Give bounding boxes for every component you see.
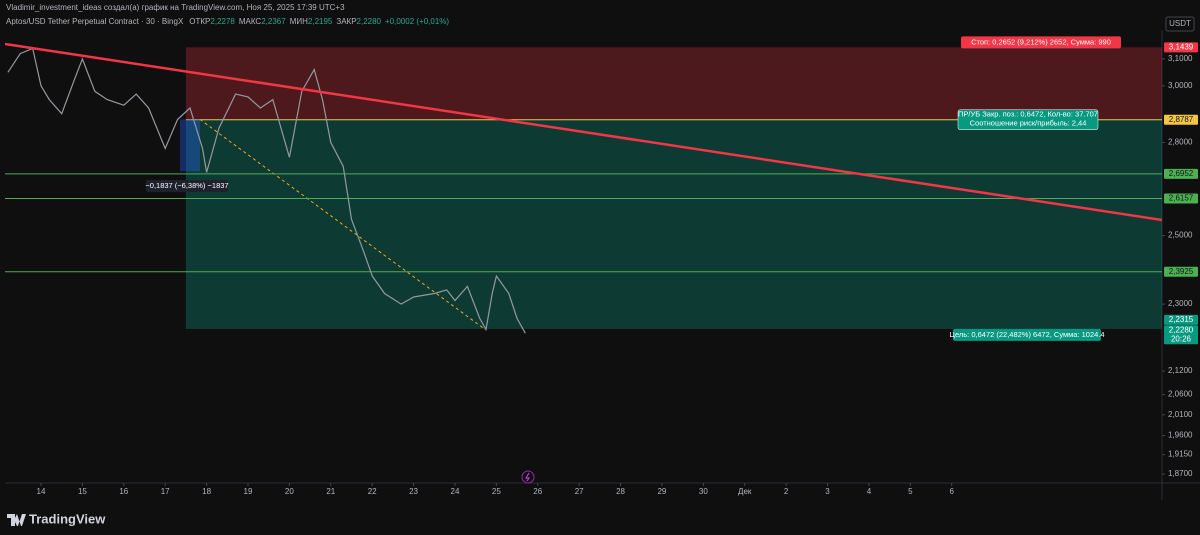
y-tick-label: 2,1200 bbox=[1168, 366, 1193, 375]
stop-price-label-box bbox=[1164, 42, 1198, 53]
level-price-label: 2,6952 bbox=[1169, 169, 1194, 178]
level-price-label: 2,3925 bbox=[1169, 267, 1194, 276]
pnl-label: Соотношение риск/прибыль: 2,44 bbox=[970, 119, 1087, 128]
ohlc-value: 2,2278 bbox=[210, 17, 235, 26]
event-icon-bolt bbox=[525, 472, 530, 482]
x-tick-label: 25 bbox=[492, 487, 501, 496]
x-tick-label: 22 bbox=[368, 487, 377, 496]
x-tick-label: 28 bbox=[616, 487, 625, 496]
x-tick-label: 15 bbox=[78, 487, 87, 496]
stop-price-label: 3,1439 bbox=[1169, 42, 1194, 51]
symbol: Aptos/USD Tether Perpetual Contract · 30… bbox=[6, 17, 184, 26]
ohlc-name: МАКС bbox=[239, 17, 262, 26]
symbol-line: Aptos/USD Tether Perpetual Contract · 30… bbox=[6, 17, 449, 26]
x-tick-label: 19 bbox=[244, 487, 253, 496]
x-tick-label: 21 bbox=[326, 487, 335, 496]
y-tick-label: 2,8000 bbox=[1168, 138, 1193, 147]
pnl-label-box bbox=[957, 109, 1099, 130]
ohlc-value: 2,2367 bbox=[261, 17, 286, 26]
measure-highlight bbox=[179, 119, 200, 172]
level-price-label-box bbox=[1164, 193, 1198, 204]
measure-label-box bbox=[146, 180, 228, 192]
trendline bbox=[5, 42, 1162, 222]
level-price-label-box bbox=[1164, 168, 1198, 179]
target-label: Цель: 0,6472 (22,482%) 6472, Сумма: 1024… bbox=[949, 330, 1104, 339]
y-tick-label: 1,9150 bbox=[1168, 450, 1193, 459]
brand-logo: TradingView bbox=[7, 511, 106, 526]
stop-zone bbox=[185, 47, 1162, 120]
x-tick-label: 27 bbox=[575, 487, 584, 496]
x-tick-label: Дек bbox=[738, 487, 752, 496]
chart-title: Vladimir_investment_ideas создал(а) граф… bbox=[6, 3, 345, 12]
plot-area bbox=[5, 42, 1162, 334]
x-tick-label: 29 bbox=[657, 487, 666, 496]
ohlc-value: 2,2280 bbox=[357, 17, 382, 26]
ohlc-name: МИН bbox=[290, 17, 308, 26]
ohlc-name: ОТКР bbox=[189, 17, 210, 26]
event-icon[interactable] bbox=[521, 470, 535, 484]
ohlc-name: ЗАКР bbox=[336, 17, 356, 26]
y-tick-label: 1,9600 bbox=[1168, 431, 1193, 440]
brand-name: TradingView bbox=[29, 511, 106, 526]
target-zone bbox=[185, 119, 1162, 329]
x-tick-label: 23 bbox=[409, 487, 418, 496]
x-tick-label: 20 bbox=[285, 487, 294, 496]
target-price-label: 2,2315 bbox=[1169, 315, 1194, 324]
ohlc-value: 2,2195 bbox=[308, 17, 333, 26]
x-tick-label: 26 bbox=[533, 487, 542, 496]
y-tick-label: 2,0100 bbox=[1168, 410, 1193, 419]
last-price-box bbox=[1164, 325, 1198, 345]
entry-price-label: 2,8787 bbox=[1169, 115, 1194, 124]
logo-mark bbox=[7, 514, 26, 526]
target-label-box bbox=[953, 328, 1101, 341]
y-tick-label: 2,5000 bbox=[1168, 231, 1193, 240]
countdown: 20:26 bbox=[1171, 334, 1192, 343]
y-tick-label: 3,1000 bbox=[1168, 54, 1193, 63]
measure-label: −0,1837 (−6,38%) −1837 bbox=[145, 181, 228, 190]
currency-box[interactable] bbox=[1165, 16, 1195, 32]
stop-label-box bbox=[961, 36, 1121, 49]
x-tick-label: 3 bbox=[825, 487, 830, 496]
y-tick-label: 3,0000 bbox=[1168, 81, 1193, 90]
x-tick-label: 16 bbox=[119, 487, 128, 496]
x-tick-label: 18 bbox=[202, 487, 211, 496]
x-tick-label: 4 bbox=[867, 487, 872, 496]
stop-label: Стоп: 0,2652 (9,212%) 2652, Сумма: 990 bbox=[971, 37, 1111, 46]
entry-price-label-box bbox=[1164, 114, 1198, 125]
y-tick-label: 2,0600 bbox=[1168, 390, 1193, 399]
x-tick-label: 2 bbox=[784, 487, 789, 496]
level-price-label-box bbox=[1164, 266, 1198, 277]
y-tick-label: 2,3000 bbox=[1168, 299, 1193, 308]
x-tick-label: 24 bbox=[451, 487, 460, 496]
measure-line bbox=[199, 118, 486, 330]
change: +0,0002 (+0,01%) bbox=[385, 17, 449, 26]
x-tick-label: 30 bbox=[699, 487, 708, 496]
currency: USDT bbox=[1169, 19, 1191, 28]
price-line bbox=[7, 47, 526, 334]
level-price-label: 2,6157 bbox=[1169, 194, 1194, 203]
last-price-label: 2,2280 bbox=[1169, 325, 1194, 334]
x-tick-label: 14 bbox=[37, 487, 46, 496]
y-tick-label: 1,8700 bbox=[1168, 469, 1193, 478]
target-price-label-box bbox=[1164, 314, 1198, 325]
x-tick-label: 17 bbox=[161, 487, 170, 496]
x-tick-label: 5 bbox=[908, 487, 913, 496]
x-tick-label: 6 bbox=[949, 487, 954, 496]
pnl-label: ПР/УБ Закр. поз.: 0,6472, Кол-во: 37.707 bbox=[958, 110, 1098, 119]
